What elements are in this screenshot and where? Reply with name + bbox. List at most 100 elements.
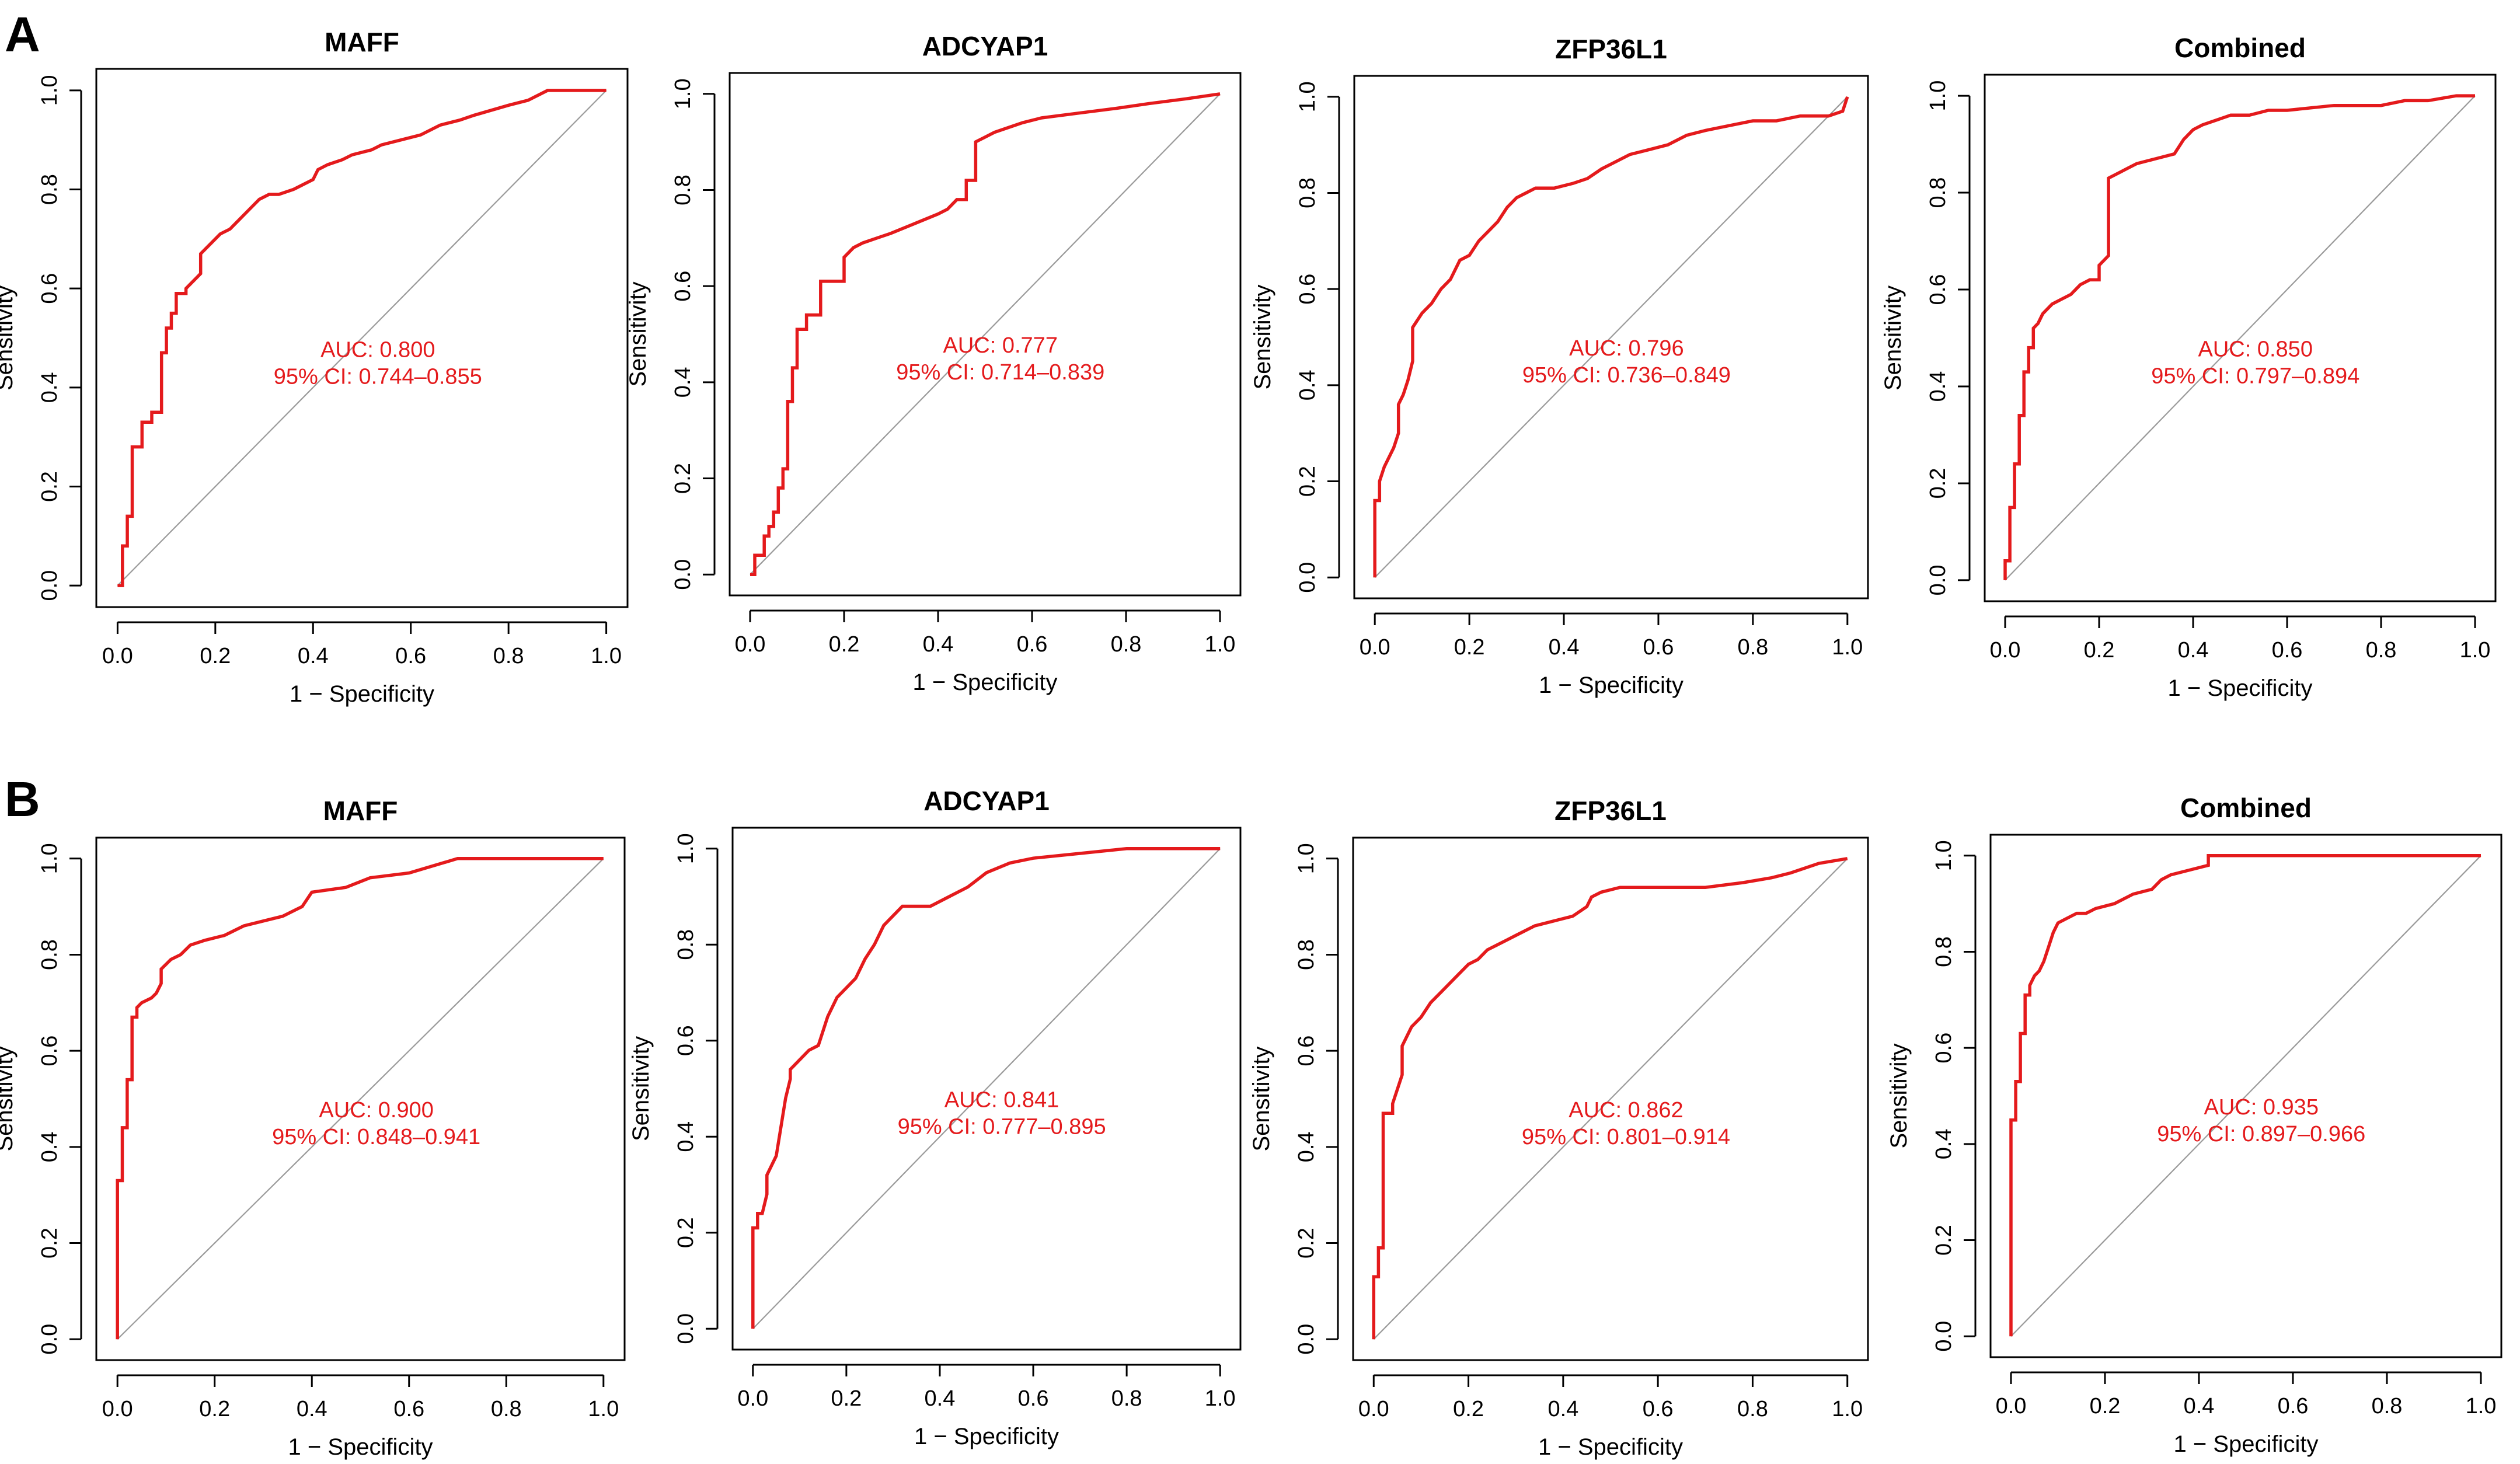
chart-3-y-tick-label-1: 0.2 <box>1295 466 1320 497</box>
chart-7-x-tick-label-5: 1.0 <box>1832 1397 1863 1421</box>
chart-6-roc-curve-1 <box>751 847 1221 1329</box>
chart-1-roc-curve-1 <box>117 89 607 587</box>
chart-5-y-tick-label-2: 0.4 <box>37 1131 62 1162</box>
chart-3-x-tick-label-3: 0.6 <box>1643 635 1674 660</box>
chart-4-y-tick-label-4: 0.8 <box>1926 177 1950 208</box>
chart-8-ci-label: 95% CI: 0.897–0.966 <box>2157 1122 2365 1146</box>
chart-7-reference-diagonal <box>1373 858 1848 1340</box>
chart-1-y-tick-label-3: 0.6 <box>37 273 62 304</box>
chart-5-x-tick-label-0: 0.0 <box>102 1397 133 1421</box>
chart-6-x-tick-label-4: 0.8 <box>1111 1386 1142 1411</box>
chart-7-x-tick-label-3: 0.6 <box>1643 1397 1674 1421</box>
chart-3-y-tick-label-4: 0.8 <box>1295 177 1320 208</box>
chart-1-x-tick-label-3: 0.6 <box>395 644 426 668</box>
chart-8-x-tick-label-0: 0.0 <box>1996 1394 2027 1418</box>
chart-5-y-tick-label-0: 0.0 <box>37 1324 62 1355</box>
chart-3: ZFP36L1 0.0 0.2 0.4 0.6 0.8 1.0 1 − Specificity… <box>1250 34 1869 698</box>
chart-3-y-tick-label-3: 0.6 <box>1295 274 1320 305</box>
chart-2-y-tick-label-1: 0.2 <box>671 463 695 494</box>
chart-4-roc-curve-1 <box>2003 94 2475 580</box>
chart-4-x-tick-label-1: 0.2 <box>2084 638 2115 663</box>
chart-5-y-tick-label-3: 0.6 <box>37 1036 62 1066</box>
chart-1-x-tick-label-4: 0.8 <box>493 644 524 668</box>
chart-4-title: Combined <box>2174 33 2306 63</box>
chart-3-frame <box>1353 75 1869 599</box>
chart-1-x-axis-label: 1 − Specificity <box>290 681 434 707</box>
chart-6-y-axis-label: Sensitivity <box>628 1036 654 1141</box>
chart-4-x-tick-label-4: 0.8 <box>2366 638 2397 663</box>
chart-2-title: ADCYAP1 <box>922 31 1048 61</box>
chart-3-reference-diagonal <box>1374 96 1848 578</box>
chart-4-y-tick-label-1: 0.2 <box>1926 468 1950 499</box>
chart-4-x-tick-label-3: 0.6 <box>2272 638 2303 663</box>
chart-1-y-axis-label: Sensitivity <box>0 285 18 391</box>
chart-8-y-tick-label-1: 0.2 <box>1932 1225 1956 1256</box>
chart-5-roc-curve-1 <box>116 857 604 1340</box>
chart-1-reference-diagonal <box>117 90 607 586</box>
chart-6-y-tick-label-3: 0.6 <box>674 1025 698 1056</box>
chart-7-y-tick-label-3: 0.6 <box>1294 1036 1319 1066</box>
chart-8-x-tick-label-5: 1.0 <box>2466 1394 2497 1418</box>
chart-7-y-tick-label-2: 0.4 <box>1294 1131 1319 1162</box>
chart-7-x-tick-label-0: 0.0 <box>1358 1397 1389 1421</box>
chart-7-title: ZFP36L1 <box>1554 796 1667 826</box>
chart-2-reference-diagonal <box>750 93 1221 575</box>
chart-7-ci-label: 95% CI: 0.801–0.914 <box>1522 1125 1730 1149</box>
chart-8-roc-curve-1 <box>2009 854 2481 1337</box>
chart-7-roc-curve-1 <box>1372 857 1848 1340</box>
chart-6-x-tick-label-3: 0.6 <box>1018 1386 1049 1411</box>
chart-6-x-tick-label-5: 1.0 <box>1205 1386 1236 1411</box>
chart-1-y-tick-label-1: 0.2 <box>37 471 62 502</box>
chart-6-x-tick-label-1: 0.2 <box>831 1386 862 1411</box>
chart-8-x-tick-label-2: 0.4 <box>2184 1394 2215 1418</box>
chart-8-x-axis-label: 1 − Specificity <box>2174 1431 2319 1457</box>
charts-layer: MAFF 0.0 0.2 0.4 0.6 0.8 1.0 1 − Specificity 0.0… <box>0 27 2502 1460</box>
chart-6-y-tick-label-1: 0.2 <box>674 1217 698 1248</box>
chart-4-x-tick-label-5: 1.0 <box>2460 638 2491 663</box>
chart-2-y-tick-label-3: 0.6 <box>671 271 695 302</box>
chart-8-x-tick-label-3: 0.6 <box>2278 1394 2309 1418</box>
chart-7-y-tick-label-5: 1.0 <box>1294 843 1319 874</box>
chart-1-y-tick-label-0: 0.0 <box>37 570 62 601</box>
chart-5-y-tick-label-4: 0.8 <box>37 939 62 970</box>
chart-4-frame <box>1984 74 2497 602</box>
chart-2-x-tick-label-3: 0.6 <box>1017 632 1048 657</box>
chart-6-x-tick-label-0: 0.0 <box>737 1386 768 1411</box>
chart-4-y-tick-label-5: 1.0 <box>1926 81 1950 111</box>
chart-2-x-tick-label-1: 0.2 <box>829 632 860 657</box>
chart-4-auc-label: AUC: 0.850 <box>2198 337 2313 362</box>
chart-5-y-tick-label-1: 0.2 <box>37 1228 62 1259</box>
chart-7-frame <box>1352 836 1869 1361</box>
chart-1-y-tick-label-2: 0.4 <box>37 372 62 403</box>
chart-3-x-tick-label-5: 1.0 <box>1832 635 1863 660</box>
chart-3-y-tick-label-5: 1.0 <box>1295 81 1320 112</box>
chart-6-y-tick-label-0: 0.0 <box>674 1313 698 1344</box>
chart-5-y-tick-label-5: 1.0 <box>37 843 62 874</box>
chart-2-y-tick-label-2: 0.4 <box>671 367 695 398</box>
chart-7-auc-label: AUC: 0.862 <box>1569 1098 1683 1123</box>
chart-6-y-tick-label-4: 0.8 <box>674 929 698 960</box>
chart-1-title: MAFF <box>325 27 399 57</box>
chart-7-y-tick-label-1: 0.2 <box>1294 1228 1319 1259</box>
chart-1-frame <box>95 68 629 608</box>
chart-3-auc-label: AUC: 0.796 <box>1569 336 1684 361</box>
chart-5-x-axis-label: 1 − Specificity <box>288 1434 433 1460</box>
chart-4-y-tick-label-3: 0.6 <box>1926 274 1950 305</box>
chart-7-x-tick-label-4: 0.8 <box>1737 1397 1768 1421</box>
chart-8-y-tick-label-5: 1.0 <box>1932 840 1956 871</box>
chart-3-y-tick-label-2: 0.4 <box>1295 370 1320 400</box>
chart-3-x-tick-label-0: 0.0 <box>1360 635 1390 660</box>
chart-2-x-tick-label-5: 1.0 <box>1205 632 1236 657</box>
chart-3-y-tick-label-0: 0.0 <box>1295 562 1320 593</box>
chart-5-title: MAFF <box>323 796 398 826</box>
chart-1-x-tick-label-5: 1.0 <box>591 644 622 668</box>
chart-4-ci-label: 95% CI: 0.797–0.894 <box>2151 364 2359 389</box>
chart-3-ci-label: 95% CI: 0.736–0.849 <box>1522 363 1731 388</box>
chart-3-x-tick-label-1: 0.2 <box>1454 635 1485 660</box>
chart-6-reference-diagonal <box>752 848 1221 1330</box>
chart-5-ci-label: 95% CI: 0.848–0.941 <box>272 1125 480 1149</box>
chart-5-x-tick-label-4: 0.8 <box>491 1397 522 1421</box>
chart-2-y-axis-label: Sensitivity <box>625 281 651 386</box>
chart-4-x-tick-label-0: 0.0 <box>1990 638 2021 663</box>
